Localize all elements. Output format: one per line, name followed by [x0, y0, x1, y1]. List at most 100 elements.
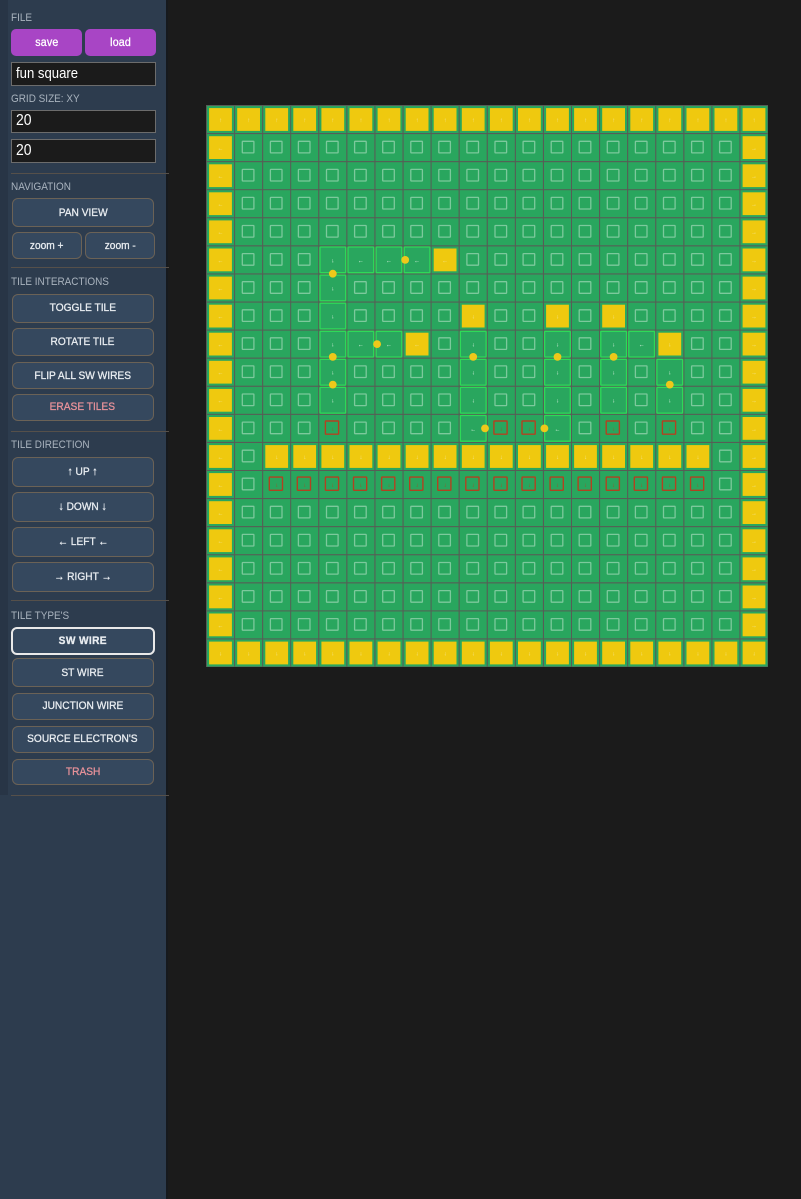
svg-text:↓: ↓	[753, 651, 756, 657]
svg-text:←: ←	[358, 258, 364, 264]
svg-text:↓: ↓	[640, 483, 643, 489]
svg-text:→: →	[751, 399, 757, 405]
svg-text:↓: ↓	[668, 455, 671, 461]
svg-text:←: ←	[218, 567, 224, 573]
svg-text:←: ←	[218, 455, 224, 461]
svg-text:←: ←	[470, 427, 476, 433]
svg-text:↑: ↑	[331, 118, 334, 124]
svg-text:↓: ↓	[668, 399, 671, 405]
svg-text:↑: ↑	[584, 118, 587, 124]
svg-text:↓: ↓	[612, 651, 615, 657]
svg-text:↓: ↓	[416, 483, 419, 489]
svg-text:→: →	[751, 343, 757, 349]
svg-text:←: ←	[218, 483, 224, 489]
svg-text:↑: ↑	[556, 118, 559, 124]
svg-text:←: ←	[218, 146, 224, 152]
svg-text:↑: ↑	[528, 118, 531, 124]
svg-text:↓: ↓	[696, 651, 699, 657]
svg-text:↑: ↑	[753, 118, 756, 124]
svg-text:↓: ↓	[388, 483, 391, 489]
svg-text:←: ←	[218, 343, 224, 349]
svg-text:↓: ↓	[331, 343, 334, 349]
svg-text:↓: ↓	[696, 455, 699, 461]
svg-text:↓: ↓	[668, 483, 671, 489]
svg-text:↓: ↓	[247, 651, 250, 657]
svg-text:←: ←	[218, 202, 224, 208]
svg-text:↓: ↓	[528, 651, 531, 657]
svg-text:↑: ↑	[472, 118, 475, 124]
svg-text:↓: ↓	[472, 315, 475, 321]
svg-text:↓: ↓	[556, 399, 559, 405]
svg-text:↑: ↑	[388, 118, 391, 124]
svg-text:↓: ↓	[697, 483, 700, 489]
svg-text:↓: ↓	[584, 483, 587, 489]
svg-text:↓: ↓	[612, 455, 615, 461]
svg-text:←: ←	[218, 371, 224, 377]
svg-text:↑: ↑	[724, 118, 727, 124]
svg-text:↓: ↓	[275, 455, 278, 461]
svg-text:↓: ↓	[668, 371, 671, 377]
svg-text:↓: ↓	[612, 371, 615, 377]
svg-text:↓: ↓	[584, 651, 587, 657]
svg-text:→: →	[751, 595, 757, 601]
svg-text:←: ←	[218, 623, 224, 629]
svg-text:↓: ↓	[612, 343, 615, 349]
svg-text:↓: ↓	[359, 651, 362, 657]
svg-text:←: ←	[414, 343, 420, 349]
svg-text:↓: ↓	[331, 427, 334, 433]
svg-text:↑: ↑	[500, 118, 503, 124]
svg-text:→: →	[751, 230, 757, 236]
svg-text:↓: ↓	[331, 315, 334, 321]
svg-text:↑: ↑	[275, 118, 278, 124]
svg-text:↓: ↓	[668, 427, 671, 433]
svg-text:↓: ↓	[331, 651, 334, 657]
svg-text:↓: ↓	[472, 483, 475, 489]
svg-text:↓: ↓	[528, 427, 531, 433]
svg-text:↑: ↑	[303, 118, 306, 124]
svg-text:↑: ↑	[668, 118, 671, 124]
svg-text:↓: ↓	[331, 483, 334, 489]
svg-text:↓: ↓	[444, 483, 447, 489]
svg-text:↑: ↑	[359, 118, 362, 124]
svg-text:↓: ↓	[556, 455, 559, 461]
svg-text:↓: ↓	[612, 399, 615, 405]
svg-text:↓: ↓	[556, 483, 559, 489]
svg-text:↓: ↓	[472, 371, 475, 377]
svg-text:→: →	[751, 427, 757, 433]
svg-text:↓: ↓	[331, 455, 334, 461]
svg-text:↑: ↑	[219, 118, 222, 124]
svg-text:→: →	[751, 286, 757, 292]
svg-text:↓: ↓	[472, 399, 475, 405]
svg-text:↓: ↓	[359, 455, 362, 461]
svg-text:↓: ↓	[331, 371, 334, 377]
svg-text:↓: ↓	[275, 651, 278, 657]
svg-text:↓: ↓	[472, 343, 475, 349]
svg-text:↓: ↓	[500, 651, 503, 657]
svg-text:↓: ↓	[219, 651, 222, 657]
svg-text:↑: ↑	[640, 118, 643, 124]
svg-text:↓: ↓	[388, 455, 391, 461]
svg-text:↓: ↓	[275, 483, 278, 489]
svg-text:↓: ↓	[640, 651, 643, 657]
svg-text:↓: ↓	[556, 651, 559, 657]
svg-text:↓: ↓	[556, 315, 559, 321]
svg-text:↓: ↓	[416, 455, 419, 461]
svg-text:←: ←	[218, 258, 224, 264]
svg-text:↓: ↓	[416, 651, 419, 657]
svg-text:←: ←	[218, 399, 224, 405]
svg-text:←: ←	[639, 343, 645, 349]
svg-text:↓: ↓	[303, 651, 306, 657]
svg-text:↓: ↓	[388, 651, 391, 657]
svg-text:↑: ↑	[696, 118, 699, 124]
svg-text:←: ←	[358, 343, 364, 349]
svg-text:↓: ↓	[724, 651, 727, 657]
svg-text:←: ←	[386, 343, 392, 349]
svg-text:→: →	[751, 623, 757, 629]
svg-text:↑: ↑	[444, 118, 447, 124]
svg-text:↑: ↑	[612, 118, 615, 124]
svg-text:↓: ↓	[640, 455, 643, 461]
svg-text:↓: ↓	[612, 427, 615, 433]
svg-text:→: →	[751, 258, 757, 264]
svg-text:↑: ↑	[247, 118, 250, 124]
svg-text:→: →	[751, 483, 757, 489]
